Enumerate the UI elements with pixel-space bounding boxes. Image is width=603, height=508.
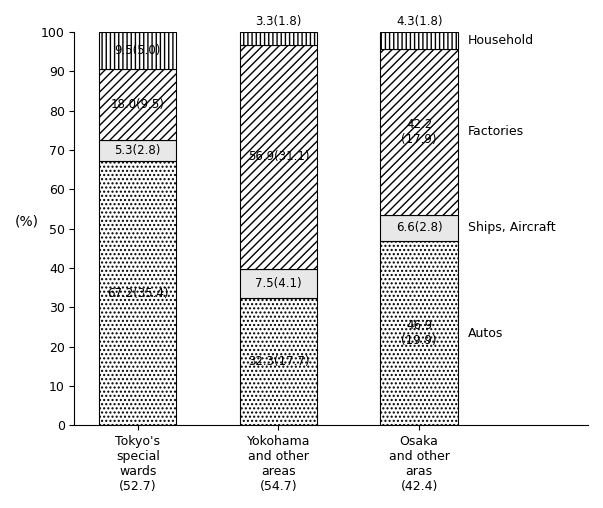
Text: 3.3(1.8): 3.3(1.8) (255, 15, 302, 28)
Y-axis label: (%): (%) (15, 214, 39, 229)
Text: 56.9(31.1): 56.9(31.1) (248, 150, 309, 163)
Bar (99, 69, 177, 140)
Bar (380, 215, 458, 241)
Text: 42.2
(17.9): 42.2 (17.9) (402, 118, 437, 146)
Text: 67.2(35.4): 67.2(35.4) (107, 287, 169, 300)
Bar (380, 49, 458, 215)
Bar (240, 298, 317, 425)
Text: 6.6(2.8): 6.6(2.8) (396, 221, 443, 234)
Text: 46.9
(19.9): 46.9 (19.9) (402, 319, 437, 347)
Text: Household: Household (468, 34, 534, 47)
Text: 32.3(17.7): 32.3(17.7) (248, 355, 309, 368)
Text: Ships, Aircraft: Ships, Aircraft (468, 221, 555, 234)
Bar (99, 140, 177, 161)
Text: 7.5(4.1): 7.5(4.1) (255, 277, 302, 290)
Bar (380, 32, 458, 49)
Text: 5.3(2.8): 5.3(2.8) (115, 144, 161, 157)
Text: Autos: Autos (468, 327, 503, 339)
Bar (99, 161, 177, 425)
Bar (240, 32, 317, 45)
Text: 18.0(9.5): 18.0(9.5) (111, 98, 165, 111)
Text: 9.5(5.0): 9.5(5.0) (115, 44, 161, 57)
Bar (99, 32, 177, 69)
Text: 4.3(1.8): 4.3(1.8) (396, 15, 443, 28)
Bar (380, 241, 458, 425)
Text: Factories: Factories (468, 125, 524, 138)
Bar (240, 45, 317, 269)
Bar (240, 269, 317, 298)
